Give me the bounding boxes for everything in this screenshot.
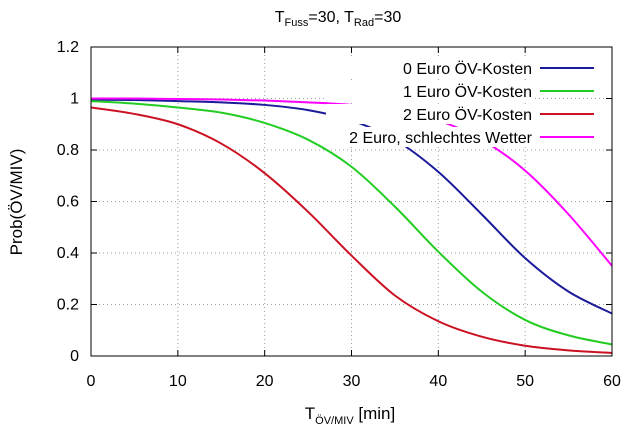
- legend-text-background: [326, 104, 532, 124]
- x-tick-label: 40: [429, 373, 447, 390]
- x-tick-label: 60: [603, 373, 621, 390]
- x-axis-title: TÖV/MIV [min]: [305, 404, 395, 427]
- y-tick-label: 1.2: [57, 39, 79, 56]
- series-lines: [90, 97, 613, 354]
- series-line: [90, 106, 613, 354]
- y-tick-label: 0.6: [57, 194, 79, 211]
- chart-title: TFuss=30, TRad=30: [275, 9, 402, 29]
- x-tick-label: 0: [87, 373, 96, 390]
- y-tick-label: 0: [70, 348, 79, 365]
- plot-frame: [90, 46, 613, 357]
- y-tick-label: 1: [70, 91, 79, 108]
- legend-label: 0 Euro ÖV-Kosten: [403, 60, 532, 78]
- y-axis-ticks: 0 0.2 0.4 0.6 0.8 1 1.2: [57, 39, 612, 365]
- legend-text-background: [326, 81, 532, 101]
- legend: 0 Euro ÖV-Kosten 1 Euro ÖV-Kosten 2 Euro Ö…: [326, 58, 594, 147]
- legend-text-background: [326, 58, 532, 78]
- x-tick-label: 10: [169, 373, 187, 390]
- y-axis-title: Prob(ÖV/MIV): [7, 149, 26, 256]
- legend-text-background: [326, 127, 532, 147]
- legend-label: 2 Euro, schlechtes Wetter: [349, 130, 533, 147]
- series-line: [90, 100, 613, 346]
- y-tick-label: 0.2: [57, 297, 79, 314]
- legend-label: 2 Euro ÖV-Kosten: [403, 106, 532, 124]
- x-axis-ticks: 0 10 20 30 40 50 60: [87, 47, 621, 390]
- legend-label: 1 Euro ÖV-Kosten: [403, 83, 532, 101]
- y-tick-label: 0.4: [57, 245, 79, 262]
- y-tick-label: 0.8: [57, 142, 79, 159]
- x-tick-label: 50: [516, 373, 534, 390]
- x-tick-label: 20: [256, 373, 274, 390]
- x-tick-label: 30: [343, 373, 361, 390]
